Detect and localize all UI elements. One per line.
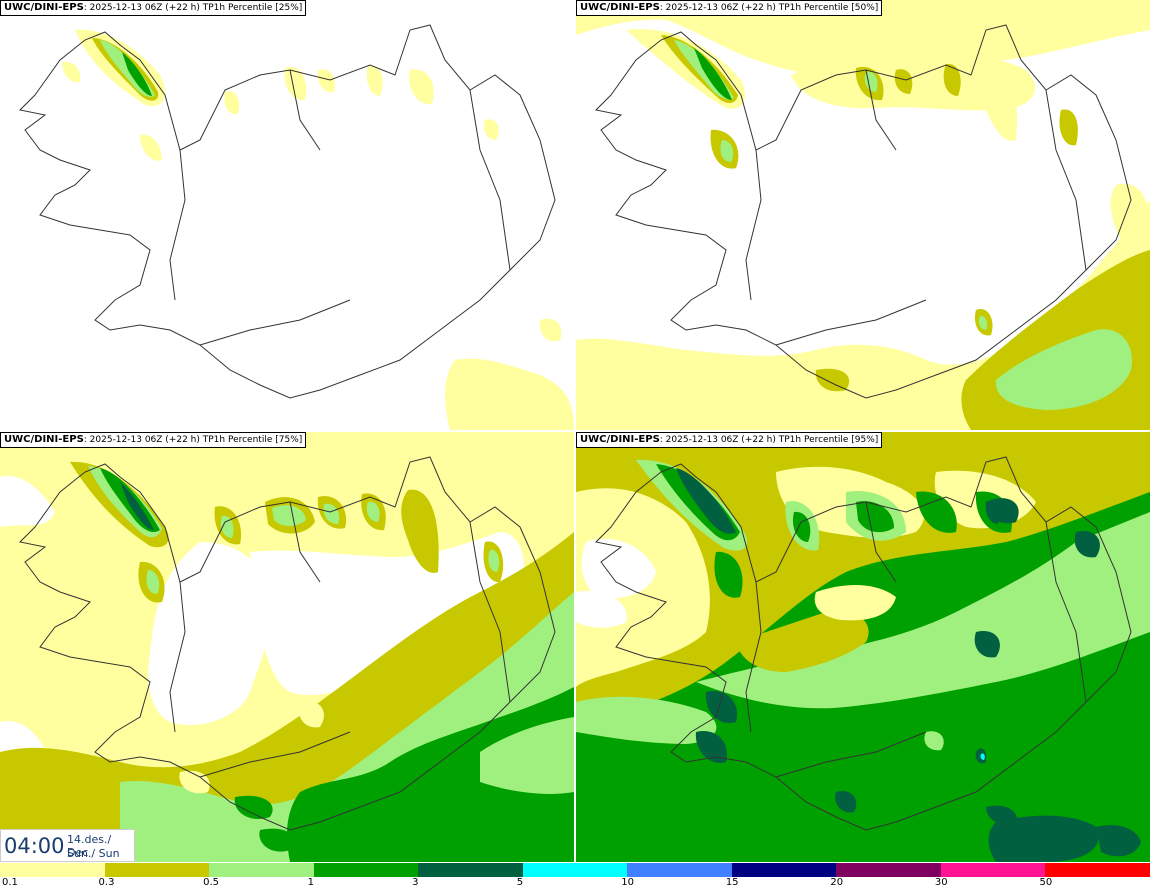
panel-title: UWC/DINI-EPS: 2025-12-13 06Z (+22 h) TP1… — [576, 432, 883, 448]
model-name: UWC/DINI-EPS — [4, 2, 84, 13]
model-name: UWC/DINI-EPS — [580, 434, 660, 445]
precip-map-p25 — [18, 24, 574, 430]
panel-title: UWC/DINI-EPS: 2025-12-13 06Z (+22 h) TP1… — [0, 0, 307, 16]
field-name: TP1h Percentile [95%] — [775, 435, 879, 445]
valid-time: 04:00 — [4, 834, 65, 858]
legend-label: 10 — [621, 877, 634, 888]
legend-swatch — [627, 863, 732, 877]
legend-label: 0.5 — [203, 877, 219, 888]
valid-date: 14.des./ Dec — [67, 833, 112, 859]
legend-swatch — [104, 863, 210, 877]
legend-label: 20 — [830, 877, 844, 888]
valid-weekday: Sun./ Sun — [67, 847, 120, 860]
map-panel-p50: UWC/DINI-EPS: 2025-12-13 06Z (+22 h) TP1… — [576, 0, 1150, 430]
model-name: UWC/DINI-EPS — [580, 2, 660, 13]
field-name: TP1h Percentile [25%] — [199, 3, 303, 13]
legend-label: 15 — [725, 877, 739, 888]
map-panel-p25: UWC/DINI-EPS: 2025-12-13 06Z (+22 h) TP1… — [0, 0, 574, 430]
precip-shading — [62, 29, 574, 430]
run-info: : 2025-12-13 06Z (+22 h) — [83, 3, 200, 13]
legend-label: 0.1 — [2, 877, 18, 888]
map-panel-p75: UWC/DINI-EPS: 2025-12-13 06Z (+22 h) TP1… — [0, 432, 574, 862]
legend-label: 3 — [412, 877, 419, 888]
legend-swatch — [836, 863, 941, 877]
precip-map-p75 — [0, 432, 574, 862]
run-info: : 2025-12-13 06Z (+22 h) — [659, 435, 776, 445]
panel-title: UWC/DINI-EPS: 2025-12-13 06Z (+22 h) TP1… — [576, 0, 883, 16]
coastline — [18, 456, 556, 831]
precip-shading — [576, 0, 1150, 430]
valid-time-box: 04:00 14.des./ Dec Sun./ Sun — [0, 829, 135, 862]
panel-divider-horizontal — [0, 430, 1150, 432]
coastline — [594, 456, 1132, 831]
panel-title: UWC/DINI-EPS: 2025-12-13 06Z (+22 h) TP1… — [0, 432, 307, 448]
precip-shading — [0, 432, 574, 862]
legend-color-bar — [0, 863, 1150, 877]
field-name: TP1h Percentile [75%] — [199, 435, 303, 445]
legend-swatch — [313, 863, 419, 877]
precip-map-p95 — [576, 432, 1150, 862]
precip-map-p50 — [576, 0, 1150, 430]
legend-swatch — [731, 863, 837, 877]
legend-swatch — [522, 863, 628, 877]
legend-label: 30 — [934, 877, 948, 888]
legend-swatch — [0, 863, 105, 877]
legend-label: 50 — [1039, 877, 1053, 888]
legend-label: 0.3 — [98, 877, 115, 888]
legend-label: 1 — [307, 877, 314, 888]
field-name: TP1h Percentile [50%] — [775, 3, 879, 13]
model-name: UWC/DINI-EPS — [4, 434, 84, 445]
legend-swatch — [209, 863, 314, 877]
map-panel-p95: UWC/DINI-EPS: 2025-12-13 06Z (+22 h) TP1… — [576, 432, 1150, 862]
legend-label: 5 — [516, 877, 524, 888]
color-legend: 0.1 0.3 0.5 1 3 5 10 15 20 30 50 — [0, 862, 1150, 891]
coastline — [18, 24, 556, 399]
legend-swatch — [418, 863, 523, 877]
legend-swatch — [1045, 863, 1150, 877]
run-info: : 2025-12-13 06Z (+22 h) — [659, 3, 776, 13]
run-info: : 2025-12-13 06Z (+22 h) — [83, 435, 200, 445]
legend-swatch — [940, 863, 1046, 877]
coastline — [594, 24, 1132, 399]
precip-shading — [576, 432, 1150, 862]
